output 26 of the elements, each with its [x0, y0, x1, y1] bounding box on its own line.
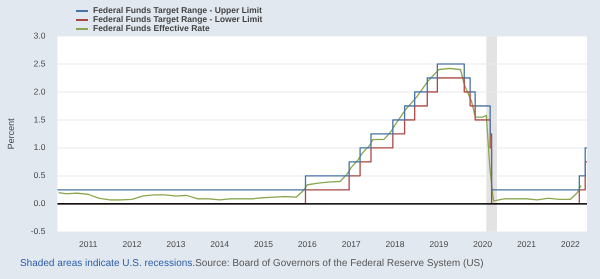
x-tick-label: 2012	[122, 239, 142, 250]
y-tick-label: 0.5	[34, 170, 46, 180]
legend-label: Federal Funds Target Range - Upper Limit	[93, 5, 262, 15]
legend-label: Federal Funds Effective Rate	[93, 23, 210, 33]
legend-label: Federal Funds Target Range - Lower Limit	[93, 14, 262, 24]
y-tick-label: 3.0	[34, 30, 46, 40]
text: Shaded areas indicate U.S. recessions.	[20, 258, 196, 269]
y-tick-label: 1.5	[34, 114, 46, 124]
x-tick-label: 2018	[386, 239, 405, 250]
x-tick-label: 2013	[166, 239, 186, 250]
x-tick-label: 2020	[473, 239, 492, 250]
y-tick-label: -0.5	[30, 226, 46, 236]
y-tick-label: 2.0	[34, 86, 46, 96]
x-tick-label: 2011	[79, 239, 98, 250]
y-tick-label: 0.0	[34, 198, 46, 208]
x-tick-label: 2016	[298, 239, 318, 250]
source-note: Source: Board of Governors of the Federal Reserve System (US)	[195, 258, 484, 269]
x-tick-label: 2019	[429, 239, 449, 250]
x-tick-label: 2015	[254, 239, 274, 250]
y-tick-label: 2.5	[34, 58, 46, 68]
y-axis-title: Percent	[6, 118, 16, 150]
x-tick-label: 2017	[342, 239, 361, 250]
x-tick-label: 2021	[517, 239, 536, 250]
y-tick-label: 1.0	[34, 142, 46, 152]
x-tick-label: 2022	[560, 239, 580, 250]
x-tick-label: 2014	[210, 239, 230, 250]
